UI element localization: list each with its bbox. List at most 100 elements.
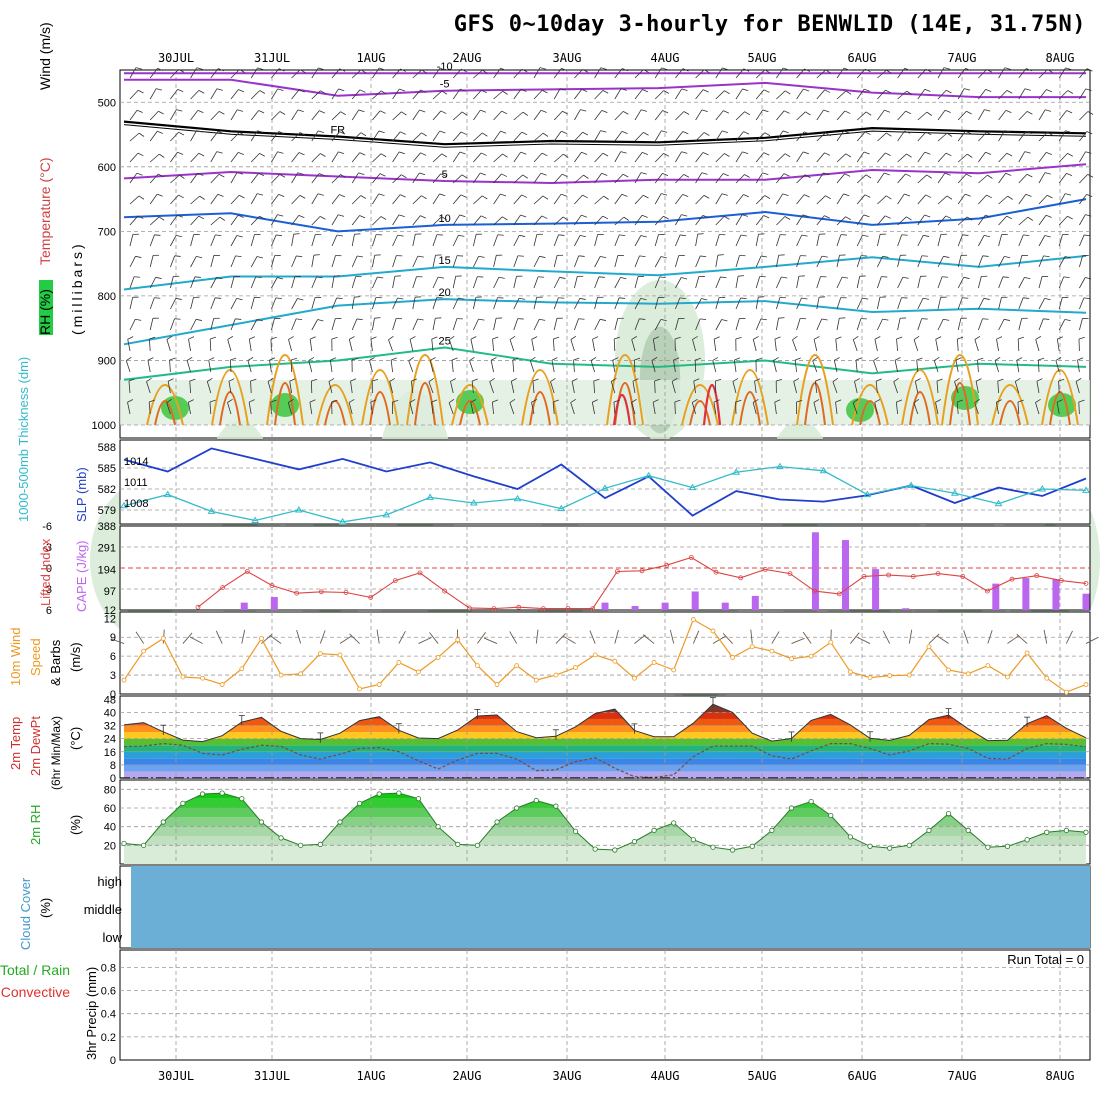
- wind-barb: [978, 276, 982, 289]
- wind-barb-flag: [904, 130, 911, 134]
- wind-barb: [188, 339, 191, 352]
- wind-barb: [552, 402, 555, 415]
- wind-barb-flag: [420, 215, 426, 219]
- wind-barb: [331, 255, 336, 268]
- wind-barb-flag: [390, 357, 397, 361]
- wind-barb-flag: [1064, 256, 1071, 259]
- wind-barb: [574, 255, 580, 268]
- wind-barb: [1079, 255, 1084, 268]
- wind-barb: [634, 172, 642, 184]
- wind-barb: [167, 381, 171, 394]
- wind-barb: [856, 235, 863, 247]
- wind-barb: [695, 132, 705, 142]
- wind-barb: [452, 214, 461, 226]
- wind-barb: [372, 173, 381, 184]
- thickness-marker: [338, 517, 347, 525]
- wind-barb: [553, 68, 562, 79]
- wind-barb-flag: [653, 336, 659, 340]
- wind-barb-flag: [906, 153, 912, 158]
- thickness-marker: [907, 481, 915, 488]
- wind-barb: [917, 68, 927, 79]
- wind-barb: [170, 174, 180, 184]
- rh-marker: [710, 844, 716, 850]
- lifted-index-marker: [1034, 573, 1040, 579]
- wind-barb: [570, 402, 575, 415]
- cape-bars: [240, 532, 1090, 610]
- wind-barb: [776, 318, 779, 331]
- wind-barb: [291, 255, 297, 268]
- wind-barb: [1038, 172, 1046, 184]
- date-label-bottom: 31JUL: [254, 1069, 290, 1083]
- wind10-marker: [848, 669, 853, 675]
- wind-barb: [409, 339, 414, 352]
- wind-barb: [1018, 255, 1023, 268]
- wind-barb-flag: [906, 216, 912, 221]
- wind-barb: [715, 67, 723, 79]
- wind-barb: [513, 235, 520, 247]
- wind-barb: [1058, 215, 1068, 226]
- wind-barb-flag: [803, 194, 810, 198]
- wind-barb: [210, 131, 219, 142]
- wind-barb-flag: [378, 130, 385, 134]
- tick-label: 0.6: [101, 986, 116, 998]
- lifted-index-marker: [392, 578, 398, 583]
- wind-barb: [735, 88, 743, 100]
- rh-marker: [160, 819, 166, 825]
- wind-barb-flag: [955, 357, 962, 361]
- wind-barb-flag: [612, 357, 619, 361]
- wind-barb-flag: [674, 399, 681, 403]
- wind-barb: [1058, 90, 1068, 100]
- wind-barb: [372, 110, 381, 121]
- wind-barb: [311, 276, 317, 289]
- wind-barb: [1035, 339, 1040, 352]
- wind-barb-flag: [631, 336, 638, 340]
- wind-barb: [917, 131, 927, 142]
- wind-barb: [978, 235, 985, 247]
- wind-barb-flag: [654, 378, 661, 382]
- wind-barb: [978, 214, 986, 226]
- wind-barb-flag: [1036, 378, 1043, 382]
- wind-barb-flag: [1025, 193, 1032, 197]
- wind-barb: [372, 318, 375, 331]
- wind-barb-flag: [661, 67, 668, 70]
- wind-barb: [978, 194, 987, 205]
- wind-barb: [370, 402, 373, 415]
- wind10-marker: [730, 655, 736, 660]
- wind-barb: [412, 152, 421, 163]
- wind-barb-flag: [461, 68, 467, 73]
- wind-barb-flag: [401, 111, 407, 116]
- wind-barb-flag: [784, 90, 791, 95]
- rh-marker: [769, 827, 775, 834]
- wind-barb: [1038, 132, 1048, 142]
- wind-barb: [796, 68, 805, 79]
- wind10-barb: [349, 633, 360, 644]
- wind-barb: [473, 276, 478, 289]
- wind-barb: [998, 256, 1005, 268]
- wind-barb-flag: [136, 109, 143, 113]
- wind-barb-flag: [834, 357, 840, 361]
- wind-barb-flag: [735, 336, 742, 340]
- wind-barb: [348, 402, 353, 415]
- wind-barb: [1079, 111, 1089, 121]
- ua-ylabel-mb: (millibars): [69, 241, 85, 335]
- wind-barb-flag: [199, 195, 205, 200]
- wind-barb: [675, 174, 685, 184]
- wind10-barb: [535, 629, 539, 644]
- tick-label: 24: [104, 734, 116, 746]
- wind-barb-flag: [356, 318, 363, 321]
- wind-barb-flag: [408, 356, 414, 362]
- wind-barb: [533, 195, 544, 205]
- date-label-top: 8AUG: [1046, 51, 1075, 65]
- wind-barb: [995, 402, 999, 415]
- wind-barb: [509, 339, 515, 352]
- wind-barb: [654, 110, 663, 121]
- wind-barb: [755, 318, 762, 331]
- wind-barb: [591, 402, 595, 415]
- wind-barb-flag: [943, 318, 950, 321]
- wind-barb: [271, 297, 277, 310]
- wind-barb: [877, 215, 886, 226]
- wind-barb: [311, 153, 321, 163]
- wind-barb: [1058, 130, 1066, 142]
- wind-barb-flag: [619, 297, 626, 299]
- wind-barb-flag: [704, 69, 710, 74]
